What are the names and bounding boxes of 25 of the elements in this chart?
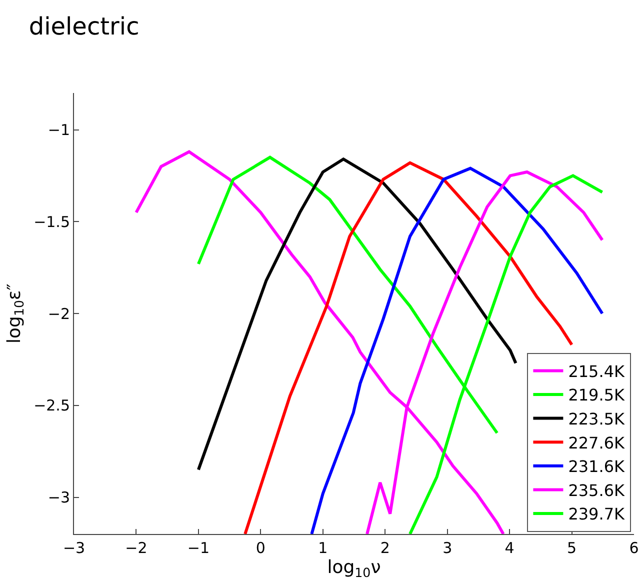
x-tick-label: −1	[187, 539, 210, 557]
x-tick-label: 4	[504, 539, 514, 557]
legend-label: 219.5K	[568, 386, 626, 405]
legend-label: 235.6K	[568, 480, 626, 500]
legend-label: 227.6K	[568, 433, 626, 452]
x-tick-label: 1	[318, 539, 328, 557]
legend-label: 239.7K	[568, 504, 626, 524]
legend-label: 215.4K	[568, 362, 626, 381]
x-tick-label: 5	[567, 539, 577, 557]
y-tick-label: −3	[48, 488, 70, 506]
line-series	[196, 158, 518, 472]
x-tick-label: −3	[62, 539, 86, 557]
y-tick-label: −1	[48, 121, 70, 139]
x-tick-label: 6	[629, 539, 639, 557]
x-tick-label: 3	[442, 539, 452, 557]
y-tick-label: −2.5	[34, 396, 70, 415]
legend-label: 223.5K	[568, 410, 626, 429]
chart-title: dielectric	[28, 12, 140, 41]
x-tick-label: 0	[256, 539, 266, 557]
y-tick-label: −2	[48, 304, 70, 323]
x-tick-label: −2	[125, 539, 148, 557]
x-axis-title: log$_{10}$ν	[327, 557, 381, 580]
legend-label: 231.6K	[568, 457, 626, 476]
x-tick-label: 2	[380, 539, 390, 557]
y-tick-label: −1.5	[34, 212, 70, 231]
